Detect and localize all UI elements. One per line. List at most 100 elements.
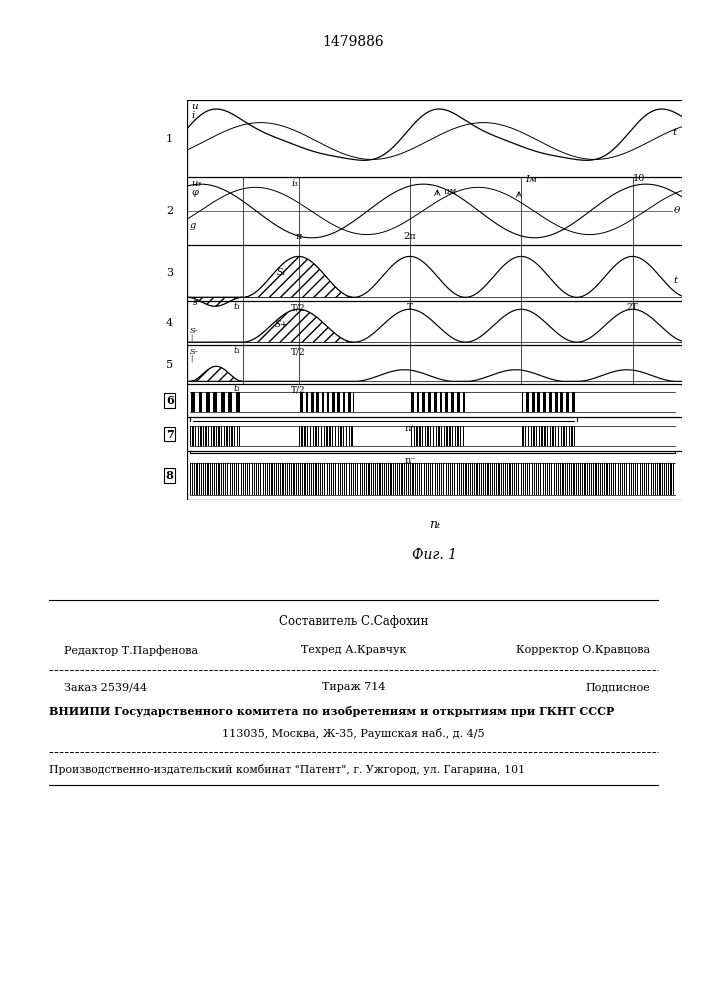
Bar	[262, 463, 264, 495]
Bar	[321, 426, 322, 446]
Bar	[234, 463, 235, 495]
Bar	[538, 463, 539, 495]
Bar	[412, 463, 414, 495]
Bar	[322, 463, 323, 495]
Bar	[221, 463, 222, 495]
Text: 1: 1	[166, 134, 173, 144]
Bar	[293, 463, 295, 495]
Bar	[198, 426, 199, 446]
Bar	[426, 463, 427, 495]
Bar	[364, 463, 365, 495]
Bar	[443, 463, 445, 495]
Bar	[416, 426, 418, 446]
Bar	[449, 426, 450, 446]
Bar	[422, 426, 423, 446]
Bar	[461, 463, 462, 495]
Bar	[556, 463, 557, 495]
Bar	[425, 426, 426, 446]
Bar	[635, 463, 636, 495]
Bar	[223, 463, 224, 495]
Bar	[560, 463, 561, 495]
Bar	[617, 463, 619, 495]
Bar	[337, 463, 339, 495]
Bar	[388, 463, 390, 495]
Bar	[622, 463, 623, 495]
Bar	[668, 463, 670, 495]
Bar	[310, 426, 311, 446]
Bar	[441, 426, 443, 446]
Text: Составитель С.Сафохин: Составитель С.Сафохин	[279, 615, 428, 628]
Bar	[479, 463, 480, 495]
Bar	[223, 426, 225, 446]
Bar	[236, 463, 238, 495]
Bar	[351, 463, 352, 495]
Bar	[487, 463, 489, 495]
Text: nₜ: nₜ	[429, 518, 440, 531]
Bar	[390, 463, 392, 495]
Bar	[600, 463, 601, 495]
Bar	[561, 426, 562, 446]
Bar	[362, 463, 363, 495]
Text: Тираж 714: Тираж 714	[322, 682, 385, 692]
Bar	[332, 426, 334, 446]
Bar	[483, 463, 484, 495]
Bar	[207, 463, 209, 495]
Bar	[211, 426, 212, 446]
Bar	[653, 463, 654, 495]
Bar	[642, 463, 643, 495]
Bar	[650, 463, 652, 495]
Text: S-: S-	[189, 327, 199, 335]
Text: t₁: t₁	[233, 384, 241, 393]
Bar	[298, 463, 299, 495]
Bar	[552, 426, 554, 446]
Bar	[457, 426, 459, 446]
Bar	[408, 463, 409, 495]
Bar	[280, 463, 281, 495]
Bar	[313, 463, 315, 495]
Bar	[311, 463, 312, 495]
Bar	[329, 463, 330, 495]
Text: 4: 4	[166, 318, 173, 328]
Bar	[597, 463, 599, 495]
Bar	[670, 463, 672, 495]
Bar	[655, 463, 656, 495]
Bar	[410, 463, 411, 495]
Bar	[539, 426, 540, 446]
Text: t₁: t₁	[233, 302, 241, 311]
Text: 7: 7	[166, 429, 173, 440]
Bar	[344, 463, 345, 495]
Bar	[370, 463, 372, 495]
Bar	[446, 426, 448, 446]
Bar	[291, 463, 292, 495]
Bar	[547, 426, 548, 446]
Bar	[335, 463, 337, 495]
Bar	[282, 463, 284, 495]
Bar	[563, 426, 565, 446]
Bar	[260, 463, 262, 495]
Bar	[528, 426, 530, 446]
Bar	[549, 463, 550, 495]
Bar	[373, 463, 374, 495]
Bar	[346, 426, 347, 446]
Bar	[569, 463, 570, 495]
Bar	[427, 426, 428, 446]
Bar	[578, 463, 579, 495]
Bar	[530, 426, 532, 446]
Bar	[505, 463, 506, 495]
Bar	[525, 426, 527, 446]
Bar	[640, 463, 641, 495]
Bar	[419, 463, 420, 495]
Bar	[631, 463, 632, 495]
Bar	[278, 463, 279, 495]
Bar	[200, 426, 201, 446]
Text: 8: 8	[166, 470, 173, 481]
Bar	[296, 463, 297, 495]
Bar	[463, 426, 464, 446]
Bar	[545, 463, 546, 495]
Bar	[589, 463, 590, 495]
Bar	[536, 426, 537, 446]
Bar	[525, 463, 526, 495]
Bar	[239, 426, 240, 446]
Bar	[591, 463, 592, 495]
Bar	[276, 463, 277, 495]
